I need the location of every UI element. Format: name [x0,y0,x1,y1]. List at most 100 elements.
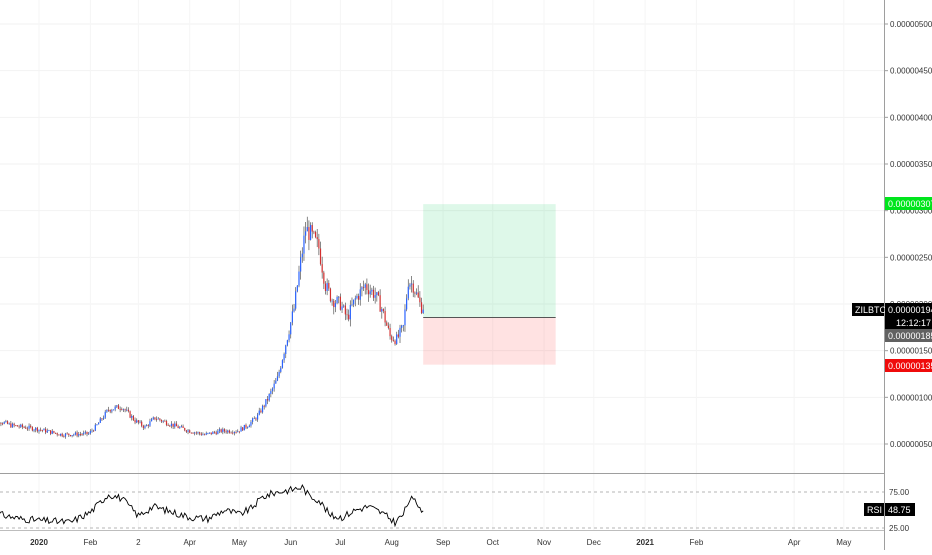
candle-body [73,434,75,436]
candle-body [331,300,333,302]
candle-body [129,411,131,418]
candle-body [381,309,383,312]
candle-body [275,380,277,384]
candle-body [222,429,224,433]
candle-body [45,428,47,433]
candle-body [126,409,128,411]
rsi-level-label: 75.00 [889,488,910,497]
time-tick-label: Feb [690,538,704,547]
countdown-tag: 12:12:17 [885,316,932,329]
candle-body [119,409,121,410]
time-tick-label: Feb [83,538,97,547]
price-tick-label: 0.00000050 [890,440,932,449]
time-tick-label: 2021 [636,538,654,547]
candle-body [69,435,72,437]
candle-body [174,423,176,427]
candle-body [386,322,388,326]
candle-body [58,434,60,436]
last-price-tag-label: 0.00000194 [888,305,932,315]
candle-body [185,430,187,432]
candle-body [319,248,322,265]
candle-body [367,289,370,295]
candle-body [298,271,300,286]
candle-body [167,424,169,426]
candle-body [285,345,287,355]
candle-body [419,297,421,303]
candle-body [179,427,181,429]
candle-body [215,432,217,435]
candle-body [364,284,366,288]
candle-body [53,431,55,433]
candle-body [199,432,201,434]
candle-body [164,420,166,422]
candle-body [263,405,265,407]
candle-body [266,399,269,401]
candle-body [237,431,239,433]
candle-body [184,427,186,431]
candle-body [351,304,353,306]
candle-body [349,304,351,320]
candle-body [261,405,264,413]
candle-body [326,283,328,291]
candle-body [283,354,285,361]
price-tick-label: 0.00000150 [890,347,932,356]
candle-body [252,418,254,422]
candle-body [415,292,418,294]
candle-body [270,390,272,394]
candle-body [192,432,194,434]
stop-tag-label: 0.00000135 [888,361,932,371]
candle-body [323,272,325,284]
candle-body [210,432,212,435]
candle-body [81,434,83,435]
stop-zone[interactable] [423,317,556,365]
candle-body [165,421,168,425]
candle-body [228,430,231,433]
candle-body [6,421,9,424]
last-price-tag-bg [885,303,932,316]
candle-body [180,426,183,428]
candle-body [172,423,174,427]
time-axis[interactable]: 2020 Feb 2 Apr May Jun Jul Aug Sep Oct Nov Dec 2021 F… [30,538,851,547]
candle-body [5,421,7,423]
candle-body [151,419,153,422]
candle-body [190,432,192,434]
candle-body [182,426,184,428]
candle-body [11,423,14,428]
time-tick-label: Dec [587,538,601,547]
target-zone[interactable] [423,204,556,318]
candle-body [396,334,398,344]
candle-body [303,235,305,254]
candle-body [334,303,337,308]
candle-body [359,289,361,300]
stop-price-tag: 0.00000135 [885,359,932,372]
price-tick-label: 0.00000500 [890,20,932,29]
candle-body [155,419,158,421]
target-price-tag: 0.00000307 [885,197,932,210]
candle-body [20,424,22,427]
candle-body [15,425,17,427]
candle-body [89,430,91,434]
candle-body [338,296,340,298]
candle-body [91,430,93,432]
candle-body [316,237,318,240]
price-tick-label: 0.00000350 [890,160,932,169]
candle-body [401,325,403,328]
candle-body [139,421,141,423]
candle-body [124,409,126,411]
candle-body [288,334,290,341]
candle-body [76,432,78,436]
candle-body [114,406,116,410]
candle-body [197,432,199,434]
candle-body [101,418,103,420]
countdown-tag-label: 12:12:17 [896,318,931,328]
candle-body [195,432,197,434]
candle-body [205,433,207,435]
candle-body [78,434,80,436]
candle-body [348,314,350,320]
candle-body [112,409,115,411]
time-tick-label: Apr [183,538,196,547]
position-tool[interactable] [423,204,556,365]
